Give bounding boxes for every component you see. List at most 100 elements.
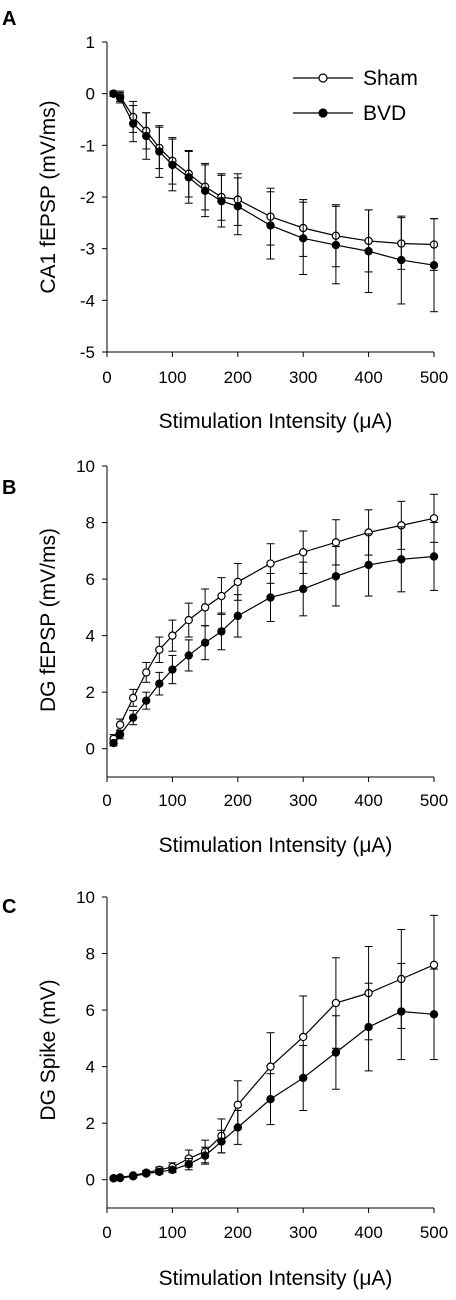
data-point [233, 202, 242, 211]
x-tick-label: 100 [158, 368, 186, 387]
x-axis-label: Stimulation Intensity (μA) [159, 410, 393, 433]
data-point [429, 960, 439, 970]
panel-letter: A [2, 8, 16, 30]
data-point [109, 89, 118, 98]
x-tick-label: 500 [420, 1223, 448, 1242]
data-point [217, 591, 226, 601]
y-axis-label: CA1 fEPSP (mV/ms) [37, 100, 60, 293]
data-point [397, 555, 406, 564]
series-bvd [109, 962, 439, 1183]
data-point [331, 1048, 341, 1057]
data-point [299, 584, 308, 594]
data-point [429, 261, 439, 270]
data-point [200, 638, 210, 647]
series-line [112, 517, 435, 740]
panel-letter: B [2, 477, 16, 499]
y-tick-label: 10 [76, 888, 95, 907]
data-point [168, 665, 177, 674]
data-point [184, 1159, 193, 1169]
x-tick-label: 0 [102, 368, 111, 387]
x-axis-label: Stimulation Intensity (μA) [159, 834, 393, 857]
data-point [217, 627, 226, 636]
y-tick-label: 8 [86, 514, 95, 533]
series-line [113, 555, 435, 744]
series-sham [109, 493, 439, 744]
data-point [184, 615, 193, 625]
x-tick-label: 0 [102, 1223, 111, 1242]
data-point [331, 998, 341, 1008]
x-tick-label: 300 [289, 1223, 317, 1242]
legend-label: BVD [363, 102, 406, 125]
x-tick-label: 0 [102, 791, 111, 810]
data-point [155, 679, 164, 688]
y-tick-label: 2 [86, 1114, 95, 1133]
x-tick-label: 500 [420, 791, 448, 810]
data-point [331, 240, 341, 250]
x-tick-label: 400 [354, 791, 382, 810]
data-point [142, 668, 151, 677]
data-point [266, 1062, 275, 1071]
y-tick-label: 0 [86, 740, 95, 759]
series-sham [109, 914, 439, 1183]
panel-letter: C [2, 896, 16, 918]
data-point [184, 651, 193, 660]
data-point [142, 696, 151, 705]
data-point [233, 1100, 242, 1110]
y-tick-label: 0 [86, 85, 95, 104]
data-point [142, 131, 151, 141]
data-point [168, 1165, 177, 1175]
y-tick-label: 4 [86, 1058, 95, 1077]
data-point [115, 720, 125, 729]
data-point [429, 552, 439, 561]
data-point [142, 1169, 151, 1178]
data-point [128, 119, 138, 128]
legend-label: Sham [363, 67, 418, 90]
legend: Sham BVD [293, 67, 418, 125]
data-point [299, 1073, 308, 1083]
legend-marker [318, 73, 328, 83]
y-tick-label: 6 [86, 1001, 95, 1020]
data-point [155, 645, 164, 654]
series-line [113, 93, 435, 266]
x-tick-label: 300 [289, 368, 317, 387]
y-tick-label: 10 [76, 457, 95, 476]
data-point [115, 93, 125, 103]
y-tick-label: -5 [80, 343, 95, 362]
data-point [184, 173, 193, 182]
data-point [299, 234, 308, 243]
chart-panel-a: A 1 0 -1 -2 -3 -4 -5 0 100 200 300 400 500 Stimulation… [2, 8, 448, 433]
data-point [128, 1172, 138, 1181]
data-point [168, 160, 177, 170]
data-point [128, 713, 138, 722]
series-bvd [109, 89, 439, 313]
x-tick-label: 100 [158, 791, 186, 810]
x-tick-label: 200 [224, 791, 252, 810]
y-tick-label: 2 [86, 683, 95, 702]
series-line [113, 93, 435, 246]
y-tick-label: 4 [86, 627, 95, 646]
data-point [115, 1173, 125, 1183]
data-point [397, 255, 406, 265]
data-point [217, 196, 226, 206]
data-point [115, 730, 125, 739]
data-point [128, 693, 138, 703]
y-tick-label: 0 [86, 1171, 95, 1190]
data-point [266, 559, 275, 568]
y-tick-label: 8 [86, 945, 95, 964]
data-point [266, 593, 275, 602]
data-point [155, 1167, 164, 1177]
data-point [397, 1007, 406, 1016]
data-point [109, 738, 118, 748]
data-point [331, 538, 341, 547]
x-tick-label: 200 [224, 1223, 252, 1242]
data-point [429, 514, 439, 523]
x-axis-label: Stimulation Intensity (μA) [159, 1267, 393, 1290]
y-tick-label: 1 [86, 33, 95, 52]
x-tick-label: 100 [158, 1223, 186, 1242]
y-tick-label: -1 [80, 136, 95, 155]
data-point [429, 1010, 439, 1019]
series-line [113, 1010, 435, 1179]
